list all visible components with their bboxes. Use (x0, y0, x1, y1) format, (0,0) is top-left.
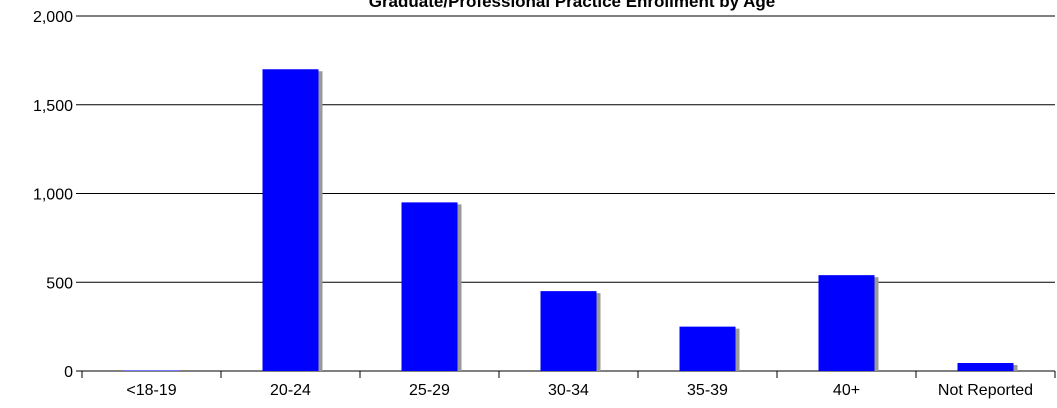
chart-title: Graduate/Professional Practice Enrollmen… (369, 0, 776, 11)
bar (262, 69, 319, 371)
y-tick-label: 0 (64, 364, 73, 381)
bar (540, 291, 597, 371)
x-tick-label: 35-39 (687, 382, 728, 399)
bar (818, 275, 875, 371)
x-tick-label: 30-34 (548, 382, 589, 399)
x-tick-label: 25-29 (409, 382, 450, 399)
bar (401, 202, 458, 371)
y-tick-label: 500 (46, 275, 73, 292)
bars (123, 69, 1014, 371)
x-tick-label: <18-19 (126, 382, 176, 399)
bar (957, 363, 1014, 371)
y-tick-label: 1,500 (33, 98, 73, 115)
bar (679, 326, 736, 371)
x-tick-label: Not Reported (938, 382, 1033, 399)
x-tick-label: 20-24 (270, 382, 311, 399)
y-axis-ticks: 0 500 1,000 1,500 2,000 (33, 9, 82, 381)
x-axis-ticks: <18-19 20-24 25-29 30-34 35-39 40+ Not Reporte… (81, 371, 1056, 399)
x-tick-label: 40+ (833, 382, 860, 399)
bar-shadows (266, 71, 1018, 371)
gridlines (82, 15, 1055, 372)
bar (123, 370, 180, 371)
y-tick-label: 1,000 (33, 187, 73, 204)
y-tick-label: 2,000 (33, 9, 73, 26)
